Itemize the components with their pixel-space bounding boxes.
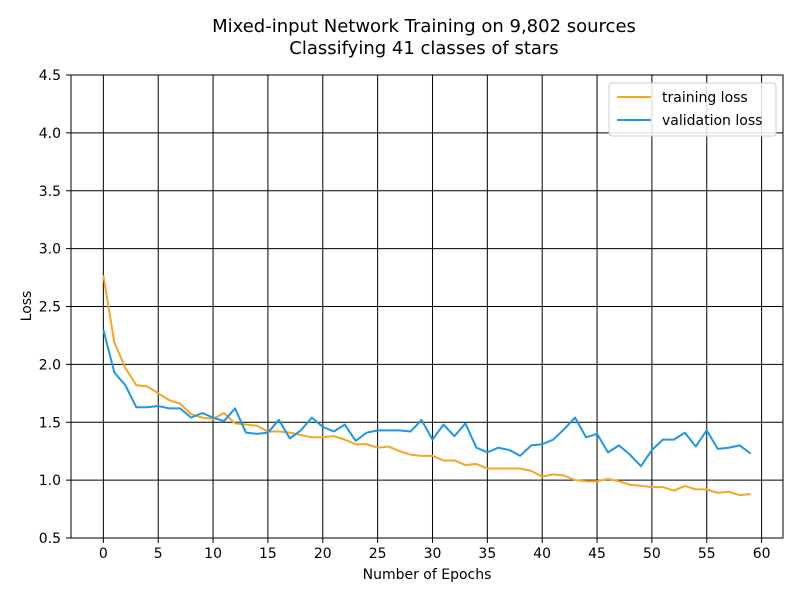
legend-label-training-loss: training loss	[662, 90, 748, 106]
y-tick-label: 1.0	[39, 473, 61, 489]
chart-title-line-1: Mixed-input Network Training on 9,802 so…	[212, 16, 636, 37]
y-tick-label: 3.0	[39, 242, 61, 258]
y-tick-label: 2.5	[39, 300, 61, 316]
chart-title-line-2: Classifying 41 classes of stars	[289, 38, 558, 59]
y-axis-label: Loss	[19, 291, 35, 322]
y-tick-label: 4.5	[39, 68, 61, 84]
x-tick-label: 55	[698, 546, 716, 562]
y-tick-label: 4.0	[39, 126, 61, 142]
x-axis-label: Number of Epochs	[363, 567, 492, 583]
x-tick-label: 40	[533, 546, 551, 562]
x-tick-label: 50	[643, 546, 661, 562]
x-tick-label: 20	[314, 546, 332, 562]
grid	[71, 74, 783, 539]
series-lines	[102, 275, 752, 497]
x-tick-label: 60	[753, 546, 771, 562]
legend: training loss validation loss	[608, 82, 777, 137]
x-tick-label: 35	[478, 546, 496, 562]
axis-ticks: 0 5 10 15 20 25 30 35 40 45 50 55 60 0.5 1.0 1.5 2.0 2.5 3…	[39, 68, 771, 562]
x-tick-label: 25	[369, 546, 387, 562]
x-tick-label: 15	[259, 546, 277, 562]
x-tick-label: 30	[424, 546, 442, 562]
y-tick-label: 3.5	[39, 184, 61, 200]
series-line-training-loss	[102, 275, 751, 497]
x-tick-label: 10	[204, 546, 222, 562]
series-line-validation-loss	[102, 329, 752, 468]
x-tick-label: 0	[99, 546, 108, 562]
legend-label-validation-loss: validation loss	[662, 113, 762, 129]
x-tick-label: 5	[154, 546, 163, 562]
y-tick-label: 2.0	[39, 357, 61, 373]
y-tick-label: 0.5	[39, 531, 61, 547]
y-tick-label: 1.5	[39, 415, 61, 431]
x-tick-label: 45	[588, 546, 606, 562]
